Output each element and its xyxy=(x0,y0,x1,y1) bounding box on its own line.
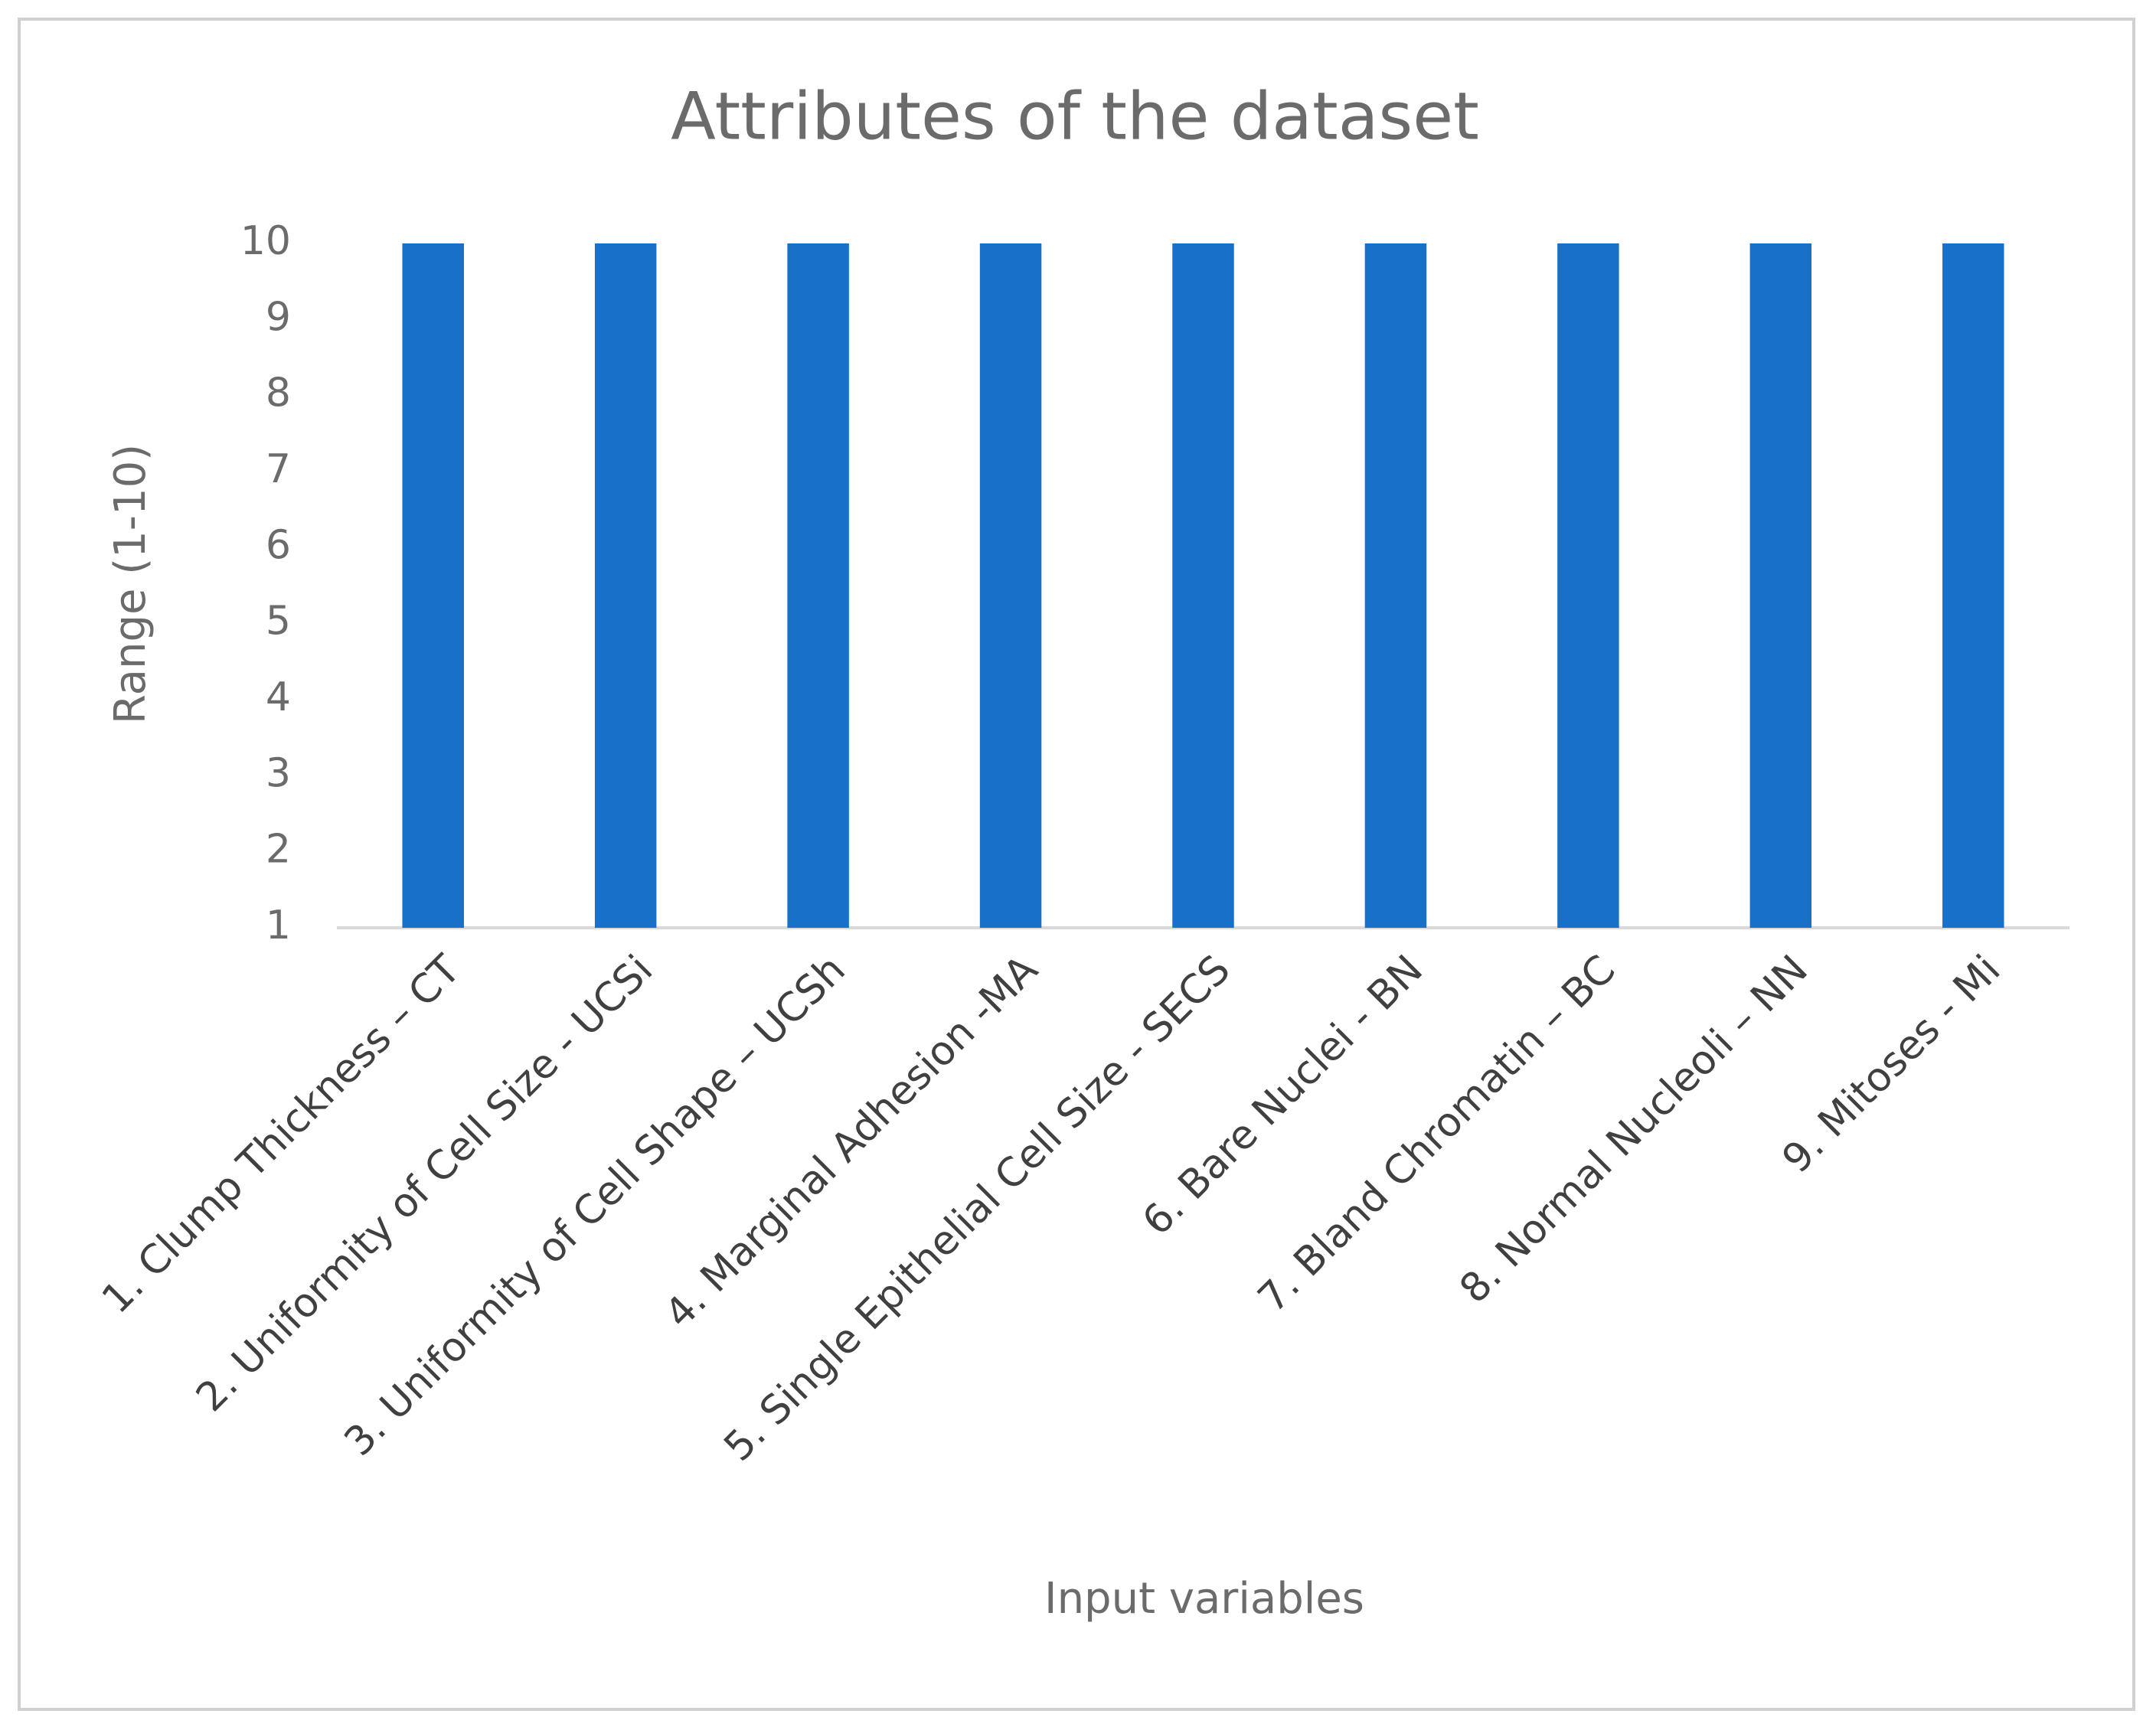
bar xyxy=(1749,243,1812,928)
y-tick-label: 3 xyxy=(266,750,291,796)
y-tick-label: 9 xyxy=(266,294,291,340)
bar xyxy=(1942,243,2004,928)
chart-border xyxy=(18,18,2135,1711)
bar xyxy=(1557,243,1619,928)
y-tick-label: 7 xyxy=(266,446,291,492)
y-tick-label: 4 xyxy=(266,674,291,720)
bar xyxy=(1172,243,1234,928)
bar xyxy=(402,243,464,928)
y-tick-label: 6 xyxy=(266,522,291,568)
y-tick-label: 2 xyxy=(266,827,291,873)
bar xyxy=(979,243,1042,928)
y-axis-label: Range (1-10) xyxy=(106,444,155,724)
bar xyxy=(1364,243,1427,928)
chart-title: Attributes of the dataset xyxy=(671,78,1479,155)
y-tick-label: 10 xyxy=(240,218,291,264)
y-tick-label: 5 xyxy=(266,599,291,645)
y-tick-label: 8 xyxy=(266,371,291,416)
bar xyxy=(787,243,849,928)
bar xyxy=(594,243,657,928)
y-tick-label: 1 xyxy=(266,903,291,948)
x-axis-label: Input variables xyxy=(1044,1574,1364,1624)
